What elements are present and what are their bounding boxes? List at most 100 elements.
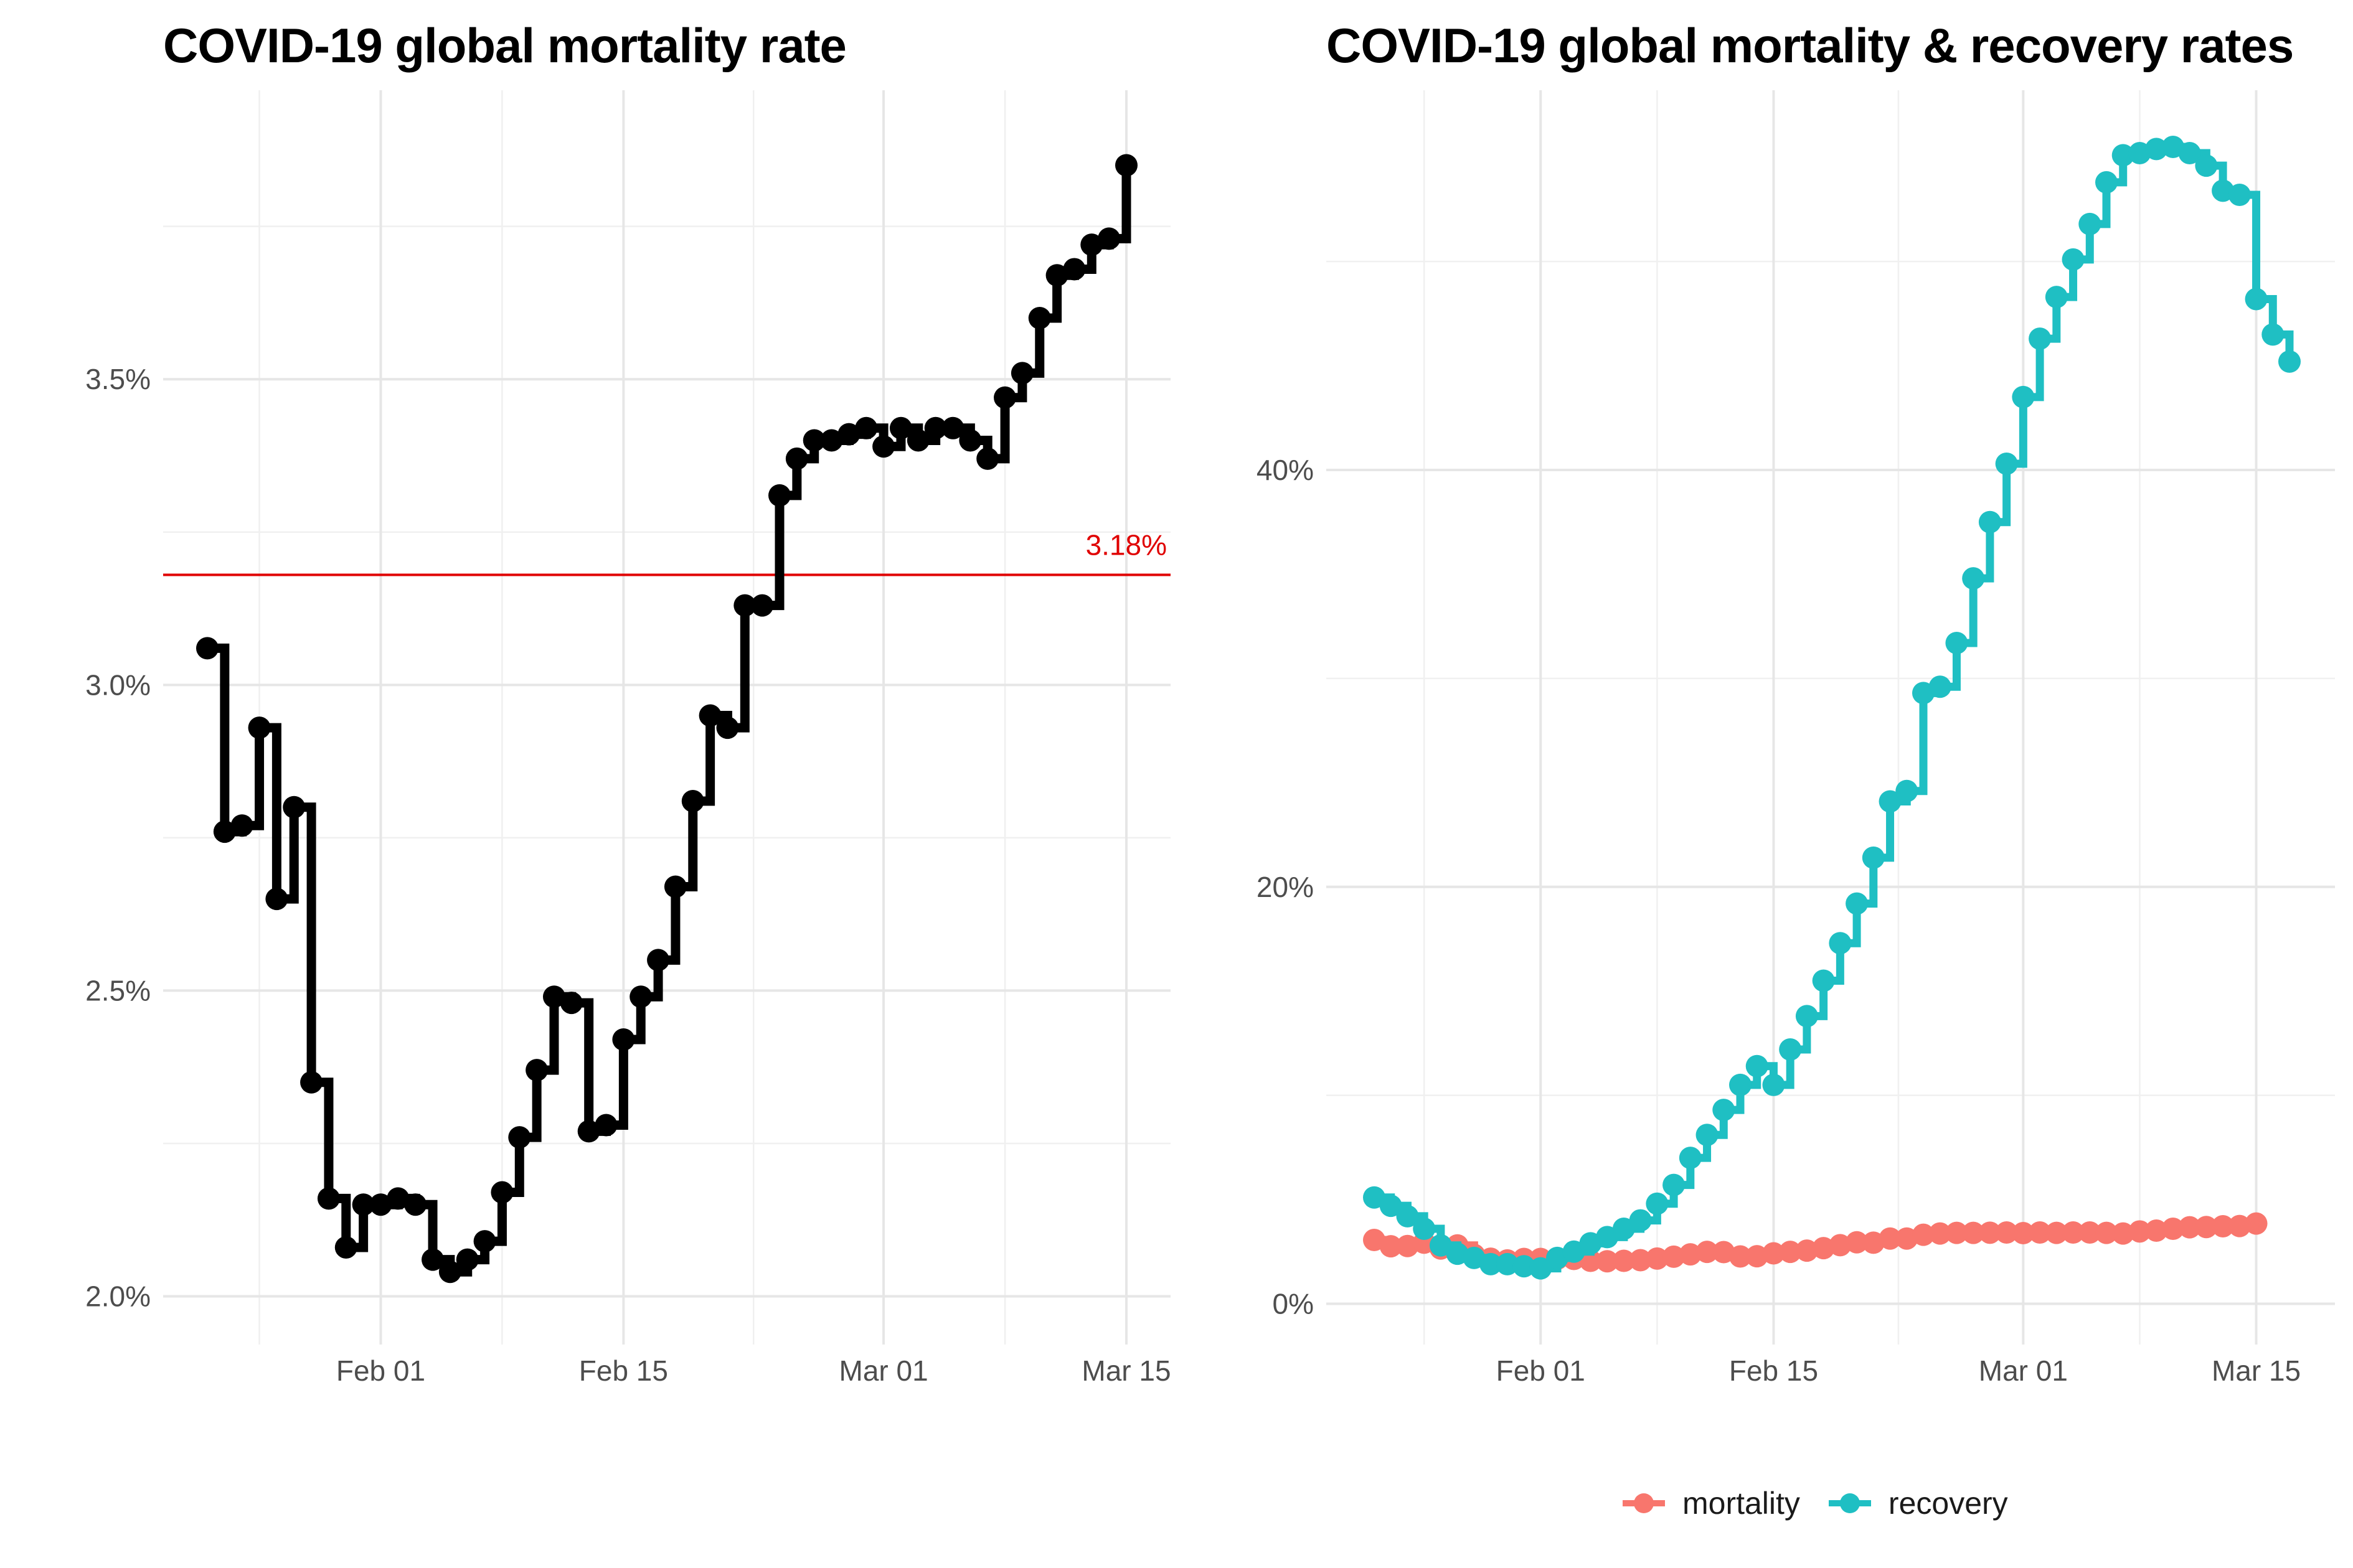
series-point: [560, 992, 583, 1015]
series-point: [664, 875, 687, 898]
series-point: [924, 416, 947, 439]
x-tick-label: Feb 01: [336, 1354, 425, 1387]
mortality-point: [1695, 1241, 1719, 1264]
series-point: [1011, 362, 1034, 385]
series-point: [577, 1120, 600, 1143]
chart-title: COVID-19 global mortality & recovery rat…: [1326, 18, 2294, 73]
recovery-point: [2195, 154, 2218, 177]
recovery-point: [1712, 1099, 1735, 1122]
y-tick-label: 2.0%: [85, 1280, 151, 1313]
x-tick-label: Feb 15: [579, 1354, 668, 1387]
y-tick-label: 40%: [1257, 454, 1314, 486]
series-point: [907, 429, 930, 452]
mortality-point: [2228, 1214, 2251, 1237]
mortality-point: [2111, 1222, 2134, 1245]
mortality-point: [1612, 1249, 1635, 1272]
series-point: [1115, 154, 1138, 177]
recovery-point: [1729, 1073, 1752, 1096]
mortality-point: [1795, 1239, 1818, 1262]
series-point: [803, 429, 826, 452]
series-point: [699, 704, 722, 727]
series-point: [872, 435, 895, 458]
recovery-point: [1496, 1252, 1519, 1275]
recovery-point: [2178, 142, 2201, 165]
mortality-point: [1629, 1249, 1652, 1272]
mortality-point: [1995, 1221, 2018, 1244]
series-point: [681, 789, 704, 812]
recovery-point: [1596, 1226, 1619, 1249]
recovery-point: [2012, 385, 2035, 408]
series-point: [855, 416, 878, 439]
recovery-point: [1762, 1073, 1785, 1096]
legend-key-mortality: [1619, 1485, 1669, 1522]
recovery-point: [1962, 567, 1985, 590]
recovery-point: [2078, 212, 2101, 235]
legend-label: mortality: [1682, 1486, 1800, 1521]
series-point: [768, 484, 791, 507]
recovery-point: [2228, 184, 2251, 207]
series-point: [595, 1114, 618, 1137]
series-point: [213, 820, 236, 843]
y-tick-label: 3.5%: [85, 363, 151, 395]
legend-item-mortality[interactable]: mortality: [1619, 1485, 1800, 1522]
recovery-point: [2278, 350, 2301, 373]
x-tick-label: Feb 01: [1496, 1354, 1585, 1387]
series-point: [1080, 233, 1103, 256]
series-point: [526, 1059, 549, 1082]
mortality-recovery-chart: Feb 01 Feb 15 Mar 01 Mar 15 0% 20% 40%: [1257, 90, 2335, 1387]
series-point: [1045, 264, 1068, 287]
recovery-point: [1379, 1195, 1402, 1218]
recovery-point: [1745, 1054, 1768, 1077]
series-point: [751, 594, 774, 617]
recovery-point: [1995, 452, 2018, 475]
mortality-point: [1646, 1247, 1669, 1270]
series-point: [352, 1193, 375, 1216]
recovery-point: [1562, 1240, 1585, 1263]
x-tick-label: Mar 01: [839, 1354, 928, 1387]
series-point: [994, 386, 1017, 409]
mortality-point: [2195, 1216, 2218, 1239]
recovery-point: [1879, 790, 1902, 813]
recovery-point: [1396, 1204, 1419, 1228]
series-point: [196, 637, 219, 660]
series-point: [630, 985, 653, 1008]
mortality-point: [1779, 1241, 1802, 1264]
x-tick-label: Mar 01: [1979, 1354, 2068, 1387]
recovery-point: [1646, 1192, 1669, 1215]
recovery-point: [1629, 1209, 1652, 1232]
recovery-point: [1413, 1217, 1436, 1240]
mean-reference-label: 3.18%: [1086, 529, 1167, 561]
mortality-point: [1379, 1235, 1402, 1258]
series-point: [422, 1248, 445, 1271]
series-point: [941, 416, 964, 439]
recovery-point: [1662, 1173, 1686, 1196]
series-point: [889, 416, 912, 439]
legend-item-recovery[interactable]: recovery: [1825, 1485, 2008, 1522]
recovery-point: [1862, 846, 1885, 869]
series-point: [334, 1236, 357, 1259]
mortality-point: [2062, 1221, 2085, 1244]
mortality-point: [1812, 1237, 1835, 1260]
recovery-point: [2145, 138, 2168, 161]
series-point: [785, 447, 808, 470]
series-point: [820, 429, 843, 452]
series-point: [473, 1230, 496, 1253]
x-tick-label: Feb 15: [1729, 1354, 1818, 1387]
series-point: [733, 594, 757, 617]
series-point: [317, 1187, 340, 1210]
mortality-point: [2095, 1221, 2118, 1244]
series-point: [508, 1126, 531, 1149]
mortality-point: [2161, 1217, 2184, 1240]
y-tick-label: 20%: [1257, 871, 1314, 903]
recovery-point: [1479, 1252, 1502, 1275]
recovery-point: [1945, 631, 1968, 654]
recovery-point: [1812, 969, 1835, 992]
recovery-point: [1895, 779, 1918, 802]
recovery-point: [2261, 323, 2285, 346]
series-point: [647, 949, 670, 972]
recovery-point: [1512, 1255, 1535, 1278]
mortality-rate-chart: Feb 01 Feb 15 Mar 01 Mar 15 2.0% 2.5% 3.0% 3.5%…: [85, 90, 1171, 1387]
series-point: [1063, 258, 1086, 281]
mortality-point: [2045, 1221, 2068, 1244]
recovery-point: [1429, 1234, 1452, 1257]
